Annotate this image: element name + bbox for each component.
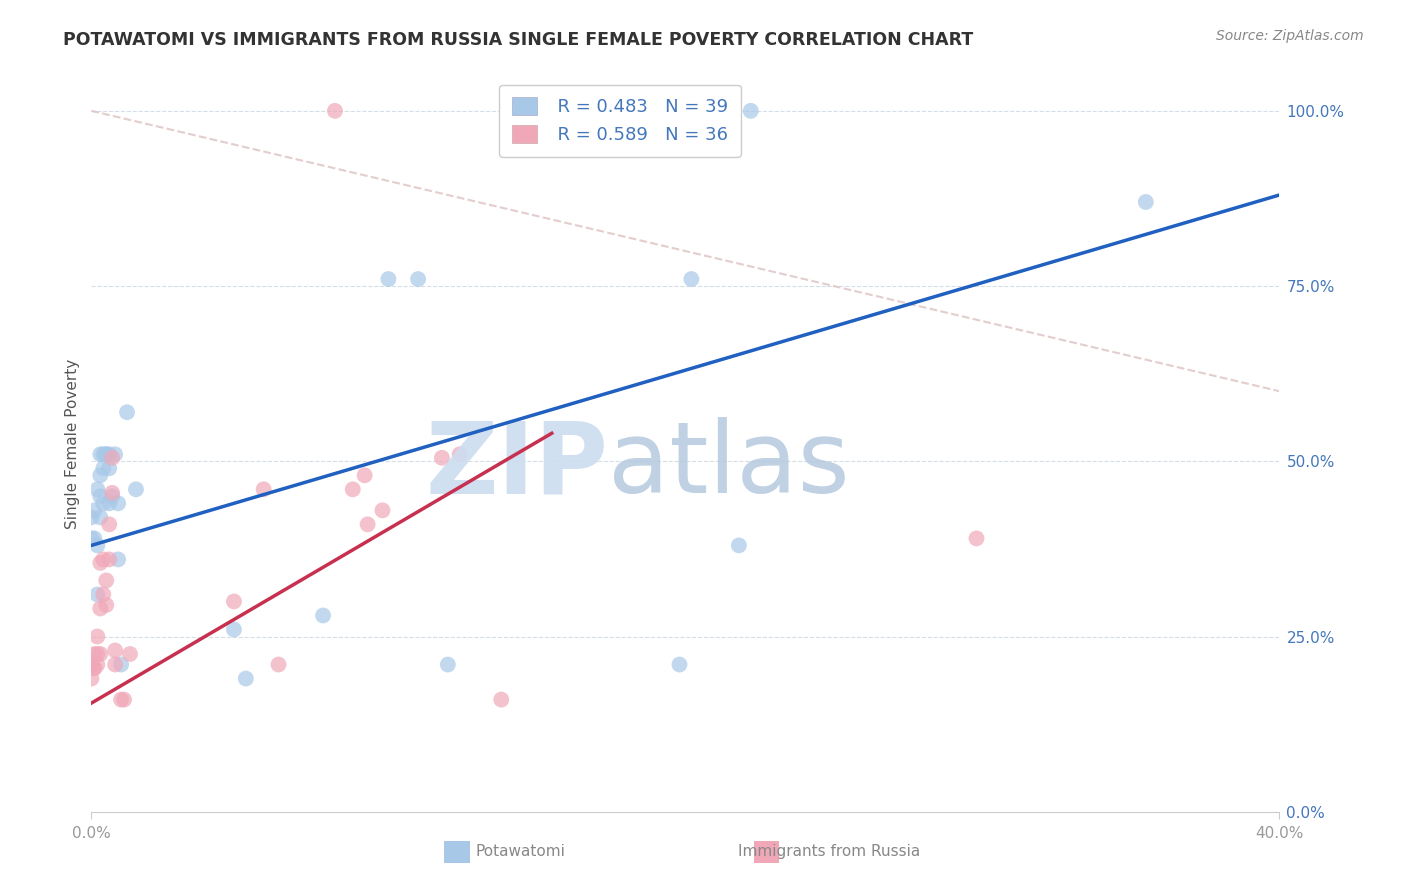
Point	[89, 447, 111, 461]
Point	[101, 450, 124, 465]
Legend:   R = 0.483   N = 39,   R = 0.589   N = 36: R = 0.483 N = 39, R = 0.589 N = 36	[499, 85, 741, 157]
Point	[253, 483, 276, 497]
Point	[107, 496, 129, 510]
Text: Source: ZipAtlas.com: Source: ZipAtlas.com	[1216, 29, 1364, 43]
Point	[96, 447, 118, 461]
Point	[83, 532, 105, 546]
Point	[91, 552, 114, 566]
Point	[491, 692, 513, 706]
Point	[86, 538, 108, 552]
Point	[89, 556, 111, 570]
Point	[89, 489, 111, 503]
Point	[107, 552, 129, 566]
Point	[96, 574, 118, 588]
Point	[323, 103, 346, 118]
Point	[91, 587, 114, 601]
Point	[89, 601, 111, 615]
Point	[430, 450, 453, 465]
Point	[96, 598, 118, 612]
Point	[267, 657, 290, 672]
Point	[86, 587, 108, 601]
Point	[91, 496, 114, 510]
Point	[110, 692, 132, 706]
Point	[966, 532, 988, 546]
Point	[110, 657, 132, 672]
Point	[356, 517, 378, 532]
Point	[728, 538, 751, 552]
Text: Potawatomi: Potawatomi	[475, 845, 565, 859]
Point	[531, 103, 554, 118]
Point	[104, 447, 127, 461]
Point	[101, 485, 124, 500]
Point	[681, 272, 703, 286]
Point	[371, 503, 394, 517]
Point	[86, 630, 108, 644]
Text: POTAWATOMI VS IMMIGRANTS FROM RUSSIA SINGLE FEMALE POVERTY CORRELATION CHART: POTAWATOMI VS IMMIGRANTS FROM RUSSIA SIN…	[63, 31, 973, 49]
Point	[86, 657, 108, 672]
Point	[510, 103, 533, 118]
Text: ZIP: ZIP	[426, 417, 609, 515]
Point	[668, 657, 690, 672]
Point	[83, 503, 105, 517]
Point	[80, 510, 103, 524]
Point	[118, 647, 141, 661]
Point	[353, 468, 375, 483]
Point	[86, 483, 108, 497]
Point	[104, 657, 127, 672]
Point	[436, 657, 458, 672]
Point	[83, 661, 105, 675]
Point	[96, 447, 118, 461]
Point	[98, 447, 121, 461]
Point	[98, 496, 121, 510]
Point	[98, 517, 121, 532]
Point	[104, 643, 127, 657]
Point	[101, 489, 124, 503]
Point	[235, 672, 257, 686]
Point	[112, 692, 135, 706]
Point	[89, 468, 111, 483]
Point	[342, 483, 364, 497]
Point	[80, 657, 103, 672]
Point	[1135, 194, 1157, 209]
Point	[89, 647, 111, 661]
Y-axis label: Single Female Poverty: Single Female Poverty	[65, 359, 80, 529]
Point	[222, 594, 245, 608]
Point	[98, 552, 121, 566]
Point	[89, 510, 111, 524]
Point	[91, 461, 114, 475]
Point	[83, 661, 105, 675]
Point	[406, 272, 429, 286]
Point	[86, 647, 108, 661]
Point	[312, 608, 335, 623]
Point	[98, 461, 121, 475]
Point	[91, 447, 114, 461]
Point	[125, 483, 148, 497]
Point	[115, 405, 138, 419]
Point	[83, 647, 105, 661]
Point	[222, 623, 245, 637]
Text: atlas: atlas	[609, 417, 849, 515]
Point	[740, 103, 762, 118]
Point	[377, 272, 399, 286]
Point	[449, 447, 471, 461]
Point	[80, 672, 103, 686]
Text: Immigrants from Russia: Immigrants from Russia	[738, 845, 921, 859]
Point	[80, 532, 103, 546]
